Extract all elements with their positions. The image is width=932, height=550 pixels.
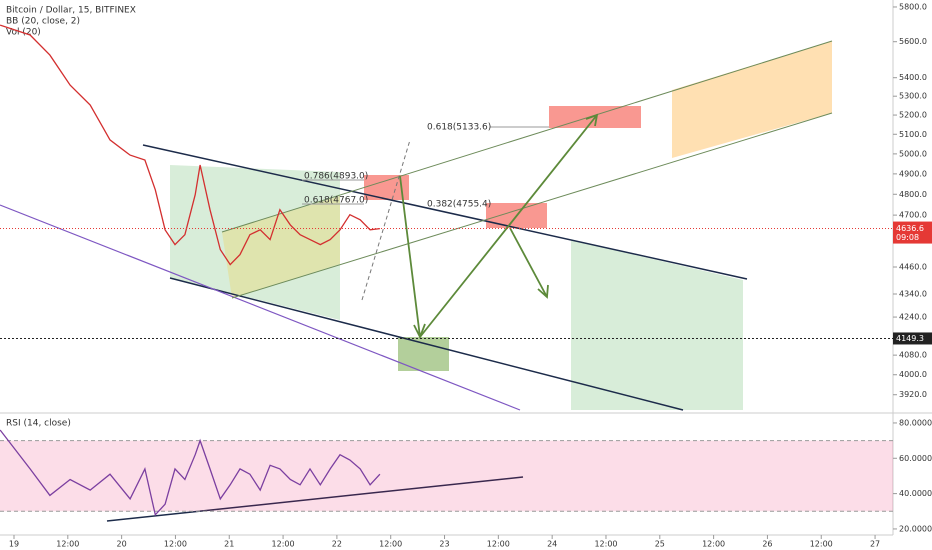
fib-label: 0.786(4893.0)	[304, 172, 368, 182]
y-tick-label: 5400.0	[899, 73, 927, 82]
zone	[571, 240, 743, 410]
y-tick-label: 5800.0	[899, 2, 927, 11]
x-tick-label: 20	[117, 540, 127, 549]
drawings	[0, 0, 932, 536]
trend-line	[142, 144, 748, 280]
y-tick-label: 4460.0	[899, 262, 927, 271]
x-tick-label: 23	[439, 540, 449, 549]
y-tick-label: 4340.0	[899, 289, 927, 298]
x-tick-label: 27	[870, 540, 880, 549]
trend-line	[0, 204, 521, 411]
y-tick-label: 60.0000	[899, 454, 932, 463]
channel-line	[221, 40, 833, 233]
arrow	[419, 113, 599, 338]
y-tick-label: 4800.0	[899, 190, 927, 199]
zone	[222, 196, 340, 298]
y-tick-label: 5600.0	[899, 37, 927, 46]
countdown: 09:08	[896, 233, 919, 242]
x-tick-label: 12:00	[379, 540, 402, 549]
rsi-trend-line	[106, 476, 524, 522]
y-tick-label: 5100.0	[899, 130, 927, 139]
fib-label: 0.618(5133.6)	[427, 123, 491, 133]
price-line	[0, 24, 380, 266]
trend-line	[169, 277, 684, 411]
zone	[672, 41, 832, 158]
price-tag	[893, 332, 932, 345]
title: Bitcoin / Dollar, 15, BITFINEX	[6, 6, 136, 16]
zone	[170, 165, 340, 320]
y-tick-label: 4000.0	[899, 370, 927, 379]
arrow	[509, 227, 549, 299]
x-tick-label: 26	[762, 540, 772, 549]
y-tick-label: 80.0000	[899, 418, 932, 427]
y-tick-label: 4080.0	[899, 351, 927, 360]
x-tick-label: 25	[655, 540, 665, 549]
x-tick-label: 12:00	[272, 540, 295, 549]
rsi-title: RSI (14, close)	[6, 419, 71, 429]
y-tick-label: 4240.0	[899, 313, 927, 322]
price-tag	[893, 221, 932, 244]
y-tick-label: 3920.0	[899, 390, 927, 399]
y-tick-label: 5000.0	[899, 149, 927, 158]
indicator: BB (20, close, 2)	[6, 17, 80, 27]
x-tick-label: 12:00	[164, 540, 187, 549]
fib-label: 0.618(4767.0)	[304, 196, 368, 206]
x-tick-label: 12:00	[810, 540, 833, 549]
y-tick-label: 4900.0	[899, 169, 927, 178]
price-tag-label: 4149.3	[896, 334, 924, 343]
x-tick-label: 12:00	[594, 540, 617, 549]
price-tag-label: 4636.6	[896, 224, 924, 233]
y-tick-label: 5200.0	[899, 111, 927, 120]
rsi-band	[0, 440, 893, 512]
x-tick-label: 12:00	[56, 540, 79, 549]
x-tick-label: 12:00	[487, 540, 510, 549]
price-line	[0, 429, 381, 517]
arrows	[399, 113, 599, 340]
box	[398, 337, 449, 371]
channel-line	[231, 112, 833, 299]
y-tick-label: 4700.0	[899, 211, 927, 220]
x-tick-label: 21	[224, 540, 234, 549]
y-tick-label: 40.0000	[899, 489, 932, 498]
x-tick-label: 12:00	[702, 540, 725, 549]
y-tick-label: 20.0000	[899, 524, 932, 533]
y-tick-label: 5300.0	[899, 92, 927, 101]
x-tick-label: 24	[547, 540, 557, 549]
fib-label: 0.382(4755.4)	[427, 200, 491, 210]
x-tick-label: 19	[9, 540, 19, 549]
x-tick-label: 22	[332, 540, 342, 549]
